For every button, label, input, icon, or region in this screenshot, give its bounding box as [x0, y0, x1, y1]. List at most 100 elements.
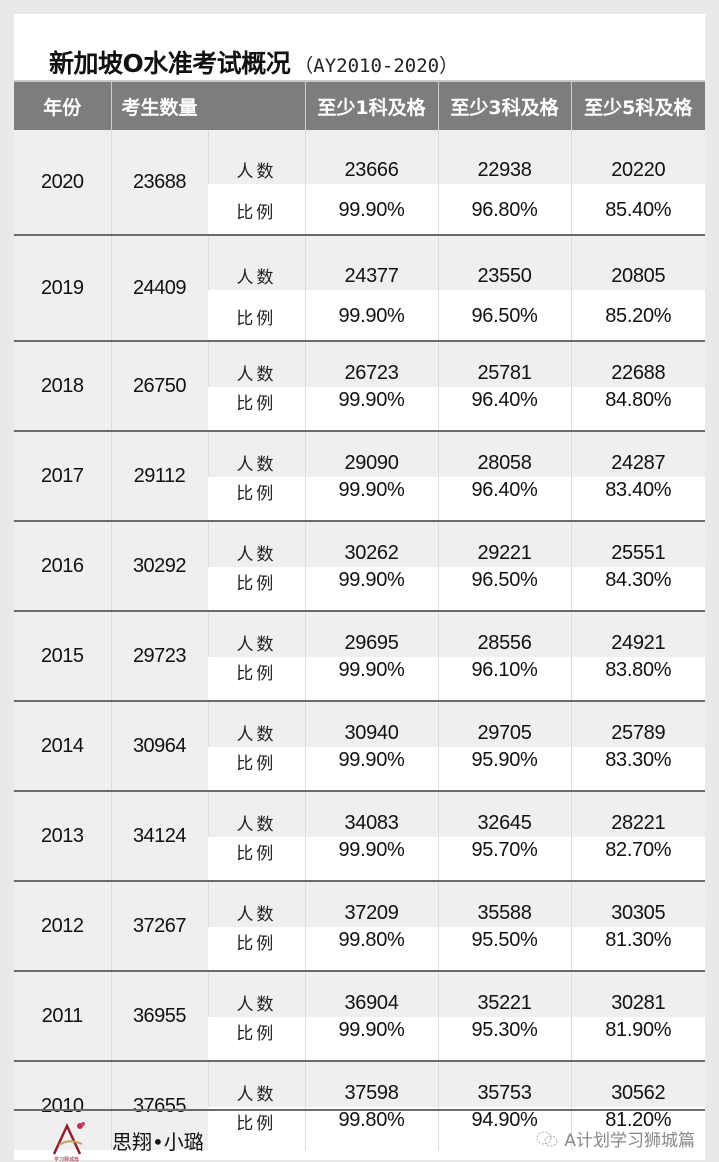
pass5-count: 30281 [570, 971, 706, 1017]
table-row: 2015 29723 人数 29695 28556 24921 [14, 611, 706, 701]
table-row: 2019 24409 人数 24377 23550 20805 [14, 235, 706, 341]
ratio-label: 比例 [208, 290, 306, 341]
ratio-label: 比例 [208, 927, 306, 971]
pass1-ratio: 99.90% [304, 477, 439, 521]
pass5-ratio: 81.30% [570, 927, 706, 971]
table-row-ratio: 比例 99.90% 96.50% 84.30% [14, 567, 706, 611]
ratio-label: 比例 [208, 837, 306, 881]
pass3-ratio: 96.80% [437, 184, 572, 235]
pass5-ratio: 83.30% [570, 747, 706, 791]
pass3-ratio: 96.50% [437, 567, 572, 611]
pass1-count: 36904 [304, 971, 439, 1017]
table-row-ratio: 比例 99.80% 94.90% 81.20% [14, 1107, 706, 1150]
pass1-count: 34083 [304, 791, 439, 837]
table-bottom-border [14, 1109, 705, 1111]
pass3-count: 35753 [437, 1061, 572, 1107]
pass1-ratio: 99.90% [304, 184, 439, 235]
pass3-count: 35588 [437, 881, 572, 927]
table-row: 2012 37267 人数 37209 35588 30305 [14, 881, 706, 971]
pass1-ratio: 99.90% [304, 747, 439, 791]
ratio-label: 比例 [208, 387, 306, 431]
pass3-ratio: 96.10% [437, 657, 572, 701]
table-row-ratio: 比例 99.90% 95.70% 82.70% [14, 837, 706, 881]
pass1-ratio: 99.80% [304, 927, 439, 971]
pass3-ratio: 96.40% [437, 477, 572, 521]
candidates-cell: 23688 [110, 130, 208, 235]
pass5-ratio: 83.40% [570, 477, 706, 521]
year-cell: 2014 [14, 701, 111, 791]
year-cell: 2015 [14, 611, 111, 701]
pass1-count: 24377 [304, 235, 439, 290]
ratio-label: 比例 [208, 567, 306, 611]
table-row-ratio: 比例 99.80% 95.50% 81.30% [14, 927, 706, 971]
count-label: 人数 [207, 971, 306, 1017]
pass5-count: 24921 [570, 611, 706, 657]
candidates-cell: 26750 [110, 341, 208, 431]
count-label: 人数 [207, 235, 306, 290]
pass3-ratio: 96.40% [437, 387, 572, 431]
pass1-ratio: 99.90% [304, 387, 439, 431]
ratio-label: 比例 [208, 1107, 306, 1150]
count-label: 人数 [207, 701, 306, 747]
pass1-count: 30262 [304, 521, 439, 567]
header-year: 年份 [14, 80, 111, 130]
table-row-ratio: 比例 99.90% 96.10% 83.80% [14, 657, 706, 701]
pass3-count: 32645 [437, 791, 572, 837]
pass5-ratio: 84.30% [570, 567, 706, 611]
pass5-ratio: 81.90% [570, 1017, 706, 1061]
table-row: 2010 37655 人数 37598 35753 30562 [14, 1061, 706, 1150]
pass1-count: 30940 [304, 701, 439, 747]
year-cell: 2011 [14, 971, 111, 1061]
table-row: 2016 30292 人数 30262 29221 25551 [14, 521, 706, 611]
pass5-ratio: 85.40% [570, 184, 706, 235]
count-label: 人数 [207, 341, 306, 387]
pass3-count: 28556 [437, 611, 572, 657]
table-row-ratio: 比例 99.90% 96.40% 83.40% [14, 477, 706, 521]
candidates-cell: 29112 [110, 431, 208, 521]
pass1-count: 29695 [304, 611, 439, 657]
ratio-label: 比例 [208, 184, 306, 235]
pass3-count: 22938 [437, 130, 572, 184]
year-cell: 2016 [14, 521, 111, 611]
brand-name: 思翔•小璐 [112, 1130, 204, 1154]
year-cell: 2017 [14, 431, 111, 521]
pass3-count: 29705 [437, 701, 572, 747]
pass3-count: 25781 [437, 341, 572, 387]
header-pass3: 至少3科及格 [437, 80, 572, 130]
year-cell: 2012 [14, 881, 111, 971]
candidates-cell: 37267 [110, 881, 208, 971]
pass5-count: 28221 [570, 791, 706, 837]
pass5-count: 25551 [570, 521, 706, 567]
ratio-label: 比例 [208, 1017, 306, 1061]
pass3-count: 35221 [437, 971, 572, 1017]
candidates-cell: 34124 [110, 791, 208, 881]
table-row-ratio: 比例 99.90% 96.80% 85.40% [14, 184, 706, 235]
pass3-count: 29221 [437, 521, 572, 567]
pass1-ratio: 99.90% [304, 657, 439, 701]
pass3-ratio: 95.70% [437, 837, 572, 881]
table-row: 2011 36955 人数 36904 35221 30281 [14, 971, 706, 1061]
pass3-ratio: 95.50% [437, 927, 572, 971]
pass5-count: 22688 [570, 341, 706, 387]
table-row-ratio: 比例 99.90% 96.40% 84.80% [14, 387, 706, 431]
ratio-label: 比例 [208, 657, 306, 701]
pass1-count: 29090 [304, 431, 439, 477]
candidates-cell: 30292 [110, 521, 208, 611]
year-cell: 2019 [14, 235, 111, 341]
brand-logo-icon: 学习狮城篇 [52, 1122, 85, 1162]
count-label: 人数 [207, 431, 306, 477]
title-subtitle: （AY2010-2020） [294, 55, 459, 77]
count-label: 人数 [207, 881, 306, 927]
header-pass5: 至少5科及格 [570, 80, 706, 130]
pass1-ratio: 99.90% [304, 837, 439, 881]
page-title: 新加坡O水准考试概况 （AY2010-2020） [49, 44, 458, 84]
pass1-ratio: 99.80% [304, 1107, 439, 1150]
year-cell: 2018 [14, 341, 111, 431]
pass3-ratio: 95.30% [437, 1017, 572, 1061]
pass5-count: 20805 [570, 235, 706, 290]
table-row: 2018 26750 人数 26723 25781 22688 [14, 341, 706, 431]
pass5-count: 30305 [570, 881, 706, 927]
pass1-count: 37598 [304, 1061, 439, 1107]
pass1-count: 23666 [304, 130, 439, 184]
pass5-count: 30562 [570, 1061, 706, 1107]
